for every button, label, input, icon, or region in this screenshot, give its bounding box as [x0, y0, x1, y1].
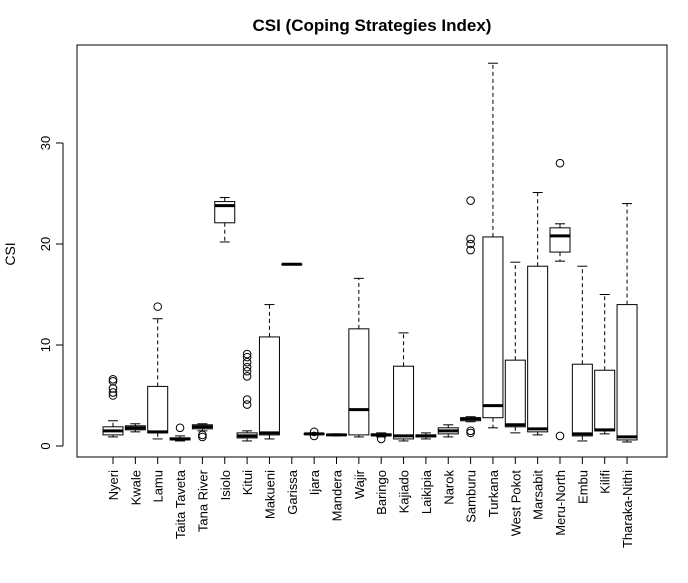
- boxplot-kwale: [124, 423, 146, 433]
- outlier-point: [175, 423, 185, 433]
- x-tick-label: Kwale: [128, 470, 143, 505]
- outlier-point: [555, 431, 565, 441]
- outlier-point: [198, 432, 207, 442]
- x-tick-label: Baringo: [374, 470, 389, 515]
- outlier-point: [555, 158, 565, 168]
- outlier-point: [108, 391, 118, 400]
- x-tick-label: Isiolo: [218, 470, 233, 500]
- box-iqr: [147, 385, 169, 434]
- x-tick-label: Laikipia: [419, 469, 434, 514]
- box-iqr: [348, 328, 370, 436]
- box-iqr: [482, 236, 504, 419]
- x-tick-label: Kitui: [240, 470, 255, 495]
- x-tick-label: Lamu: [151, 470, 166, 503]
- y-tick-label: 20: [38, 237, 53, 251]
- outlier-point: [466, 428, 475, 438]
- boxplot-west-pokot: [504, 261, 526, 434]
- outlier-point: [309, 427, 319, 437]
- x-tick-label: Marsabit: [531, 470, 546, 520]
- outlier-point: [242, 362, 252, 372]
- boxplot-makueni: [258, 304, 280, 440]
- x-tick-label: Narok: [441, 470, 456, 505]
- boxplot-laikipia: [415, 432, 437, 440]
- boxplot-nyeri: [102, 375, 124, 438]
- x-tick-label: Kajiado: [397, 470, 412, 513]
- y-tick-label: 10: [38, 338, 53, 352]
- x-tick-label: Tana River: [195, 469, 210, 532]
- outlier-point: [466, 234, 475, 244]
- y-axis-label: CSI: [2, 242, 18, 265]
- boxplot-kajiado: [393, 332, 415, 442]
- x-tick-label: Garissa: [285, 469, 300, 515]
- outlier-point: [108, 375, 118, 384]
- boxplot-narok: [437, 424, 459, 438]
- y-tick-label: 0: [38, 442, 53, 449]
- outlier-point: [108, 377, 118, 386]
- x-tick-label: Ijara: [307, 469, 322, 495]
- outlier-point: [242, 349, 252, 359]
- box-iqr: [393, 365, 415, 440]
- box-iqr: [616, 304, 638, 441]
- outlier-point: [309, 431, 319, 441]
- outlier-point: [466, 196, 475, 205]
- x-tick-label: Wajir: [352, 469, 367, 499]
- x-tick-label: West Pokot: [508, 470, 523, 537]
- x-tick-label: Makueni: [262, 470, 277, 519]
- x-tick-label: Tharaka-Nithi: [620, 470, 635, 548]
- boxplot-lamu: [147, 302, 169, 440]
- outlier-point: [466, 245, 475, 255]
- boxplots: [102, 62, 638, 444]
- x-tick-label: Turkana: [486, 469, 501, 517]
- boxplot-garissa: [281, 262, 303, 266]
- boxplot-samburu: [460, 196, 482, 438]
- boxplot-taita-taveta: [169, 423, 191, 442]
- boxplot-tana-river: [191, 423, 213, 442]
- boxplot-ijara: [303, 427, 325, 441]
- boxplot-turkana: [482, 62, 504, 429]
- boxplot-mandera: [326, 433, 347, 437]
- boxplot-baringo: [370, 432, 392, 444]
- outlier-point: [108, 388, 118, 397]
- x-tick-label: Nyeri: [106, 470, 121, 500]
- outlier-point: [466, 239, 475, 249]
- y-tick-label: 30: [38, 136, 53, 150]
- outlier-point: [198, 430, 207, 440]
- box-iqr: [527, 265, 549, 433]
- box-iqr: [549, 227, 571, 253]
- outlier-point: [242, 352, 252, 362]
- boxplot-marsabit: [527, 191, 549, 436]
- boxplot-meru-north: [549, 158, 571, 441]
- x-tick-label: Taita Taveta: [173, 469, 188, 539]
- outlier-point: [108, 384, 118, 393]
- chart-title: CSI (Coping Strategies Index): [253, 16, 492, 35]
- box-iqr: [258, 336, 280, 436]
- boxplot-embu: [571, 265, 593, 442]
- box-iqr: [571, 363, 593, 437]
- boxplot-kitui: [236, 349, 258, 442]
- outlier-point: [153, 302, 162, 311]
- x-tick-label: Mandera: [330, 469, 345, 521]
- box-iqr: [594, 369, 616, 432]
- outlier-point: [242, 372, 252, 381]
- box-iqr: [504, 359, 526, 428]
- outlier-point: [466, 426, 475, 436]
- x-tick-label: Embu: [575, 470, 590, 504]
- boxplot-kilifi: [594, 294, 616, 435]
- x-tick-label: Meru-North: [553, 470, 568, 536]
- outlier-point: [242, 395, 252, 404]
- x-tick-label: Kilifi: [598, 470, 613, 494]
- outlier-point: [242, 400, 252, 409]
- boxplot-wajir: [348, 277, 370, 438]
- outlier-point: [242, 366, 252, 376]
- x-axis: Nyeri Kwale Lamu Taita Taveta Tana River Isio…: [106, 456, 635, 548]
- boxplot-tharaka-nithi: [616, 203, 638, 443]
- boxplot-isiolo: [214, 197, 236, 243]
- y-axis: 0 10 20 30: [38, 136, 64, 450]
- x-tick-label: Samburu: [464, 470, 479, 523]
- outlier-point: [376, 434, 386, 444]
